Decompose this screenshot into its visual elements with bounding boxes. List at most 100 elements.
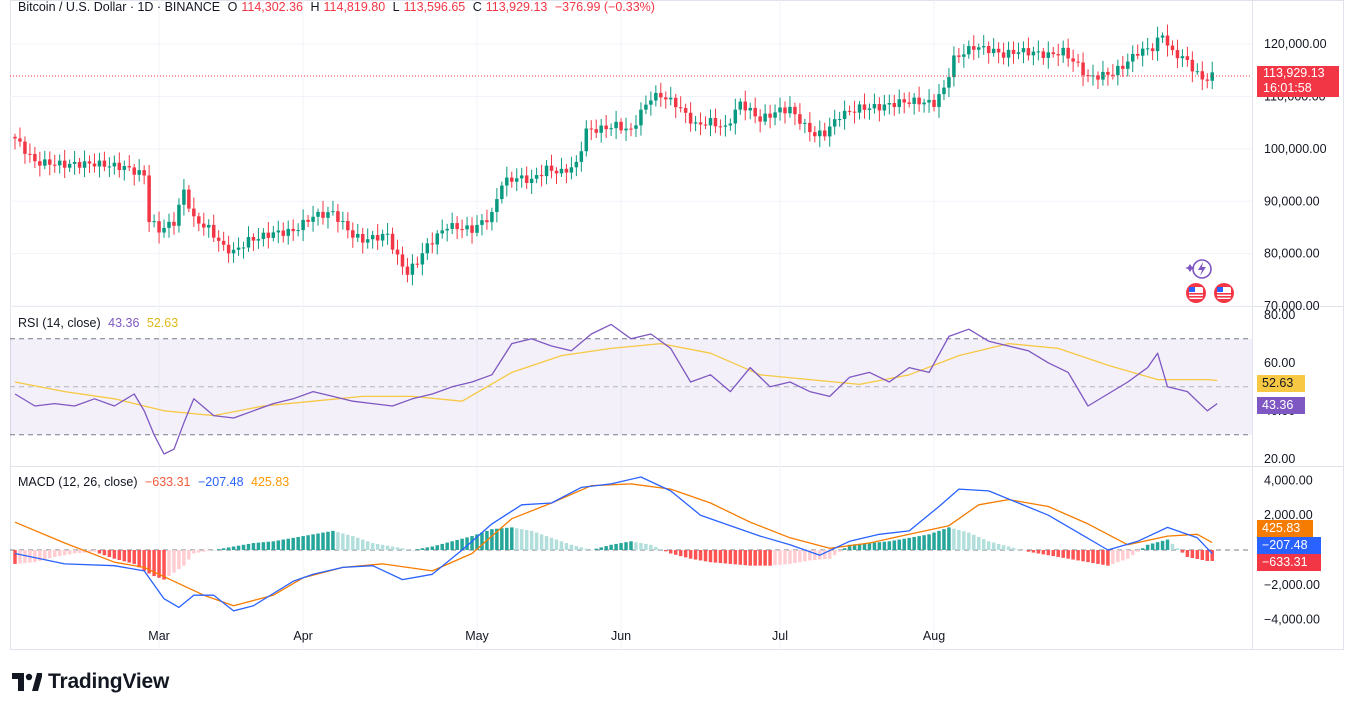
- macd-histogram-bar: [713, 550, 718, 563]
- candle-body: [172, 221, 176, 226]
- macd-histogram-bar: [1121, 550, 1125, 561]
- macd-histogram-bar: [683, 550, 688, 558]
- macd-histogram-bar: [341, 533, 345, 550]
- candle-body: [117, 162, 122, 171]
- macd-histogram-bar: [172, 550, 176, 573]
- macd-tick-label: −2,000.00: [1264, 578, 1320, 592]
- rsi-title[interactable]: RSI (14, close): [18, 316, 101, 330]
- macd-histogram-bar: [614, 543, 618, 550]
- macd-histogram-bar: [599, 547, 603, 550]
- macd-histogram-bar: [137, 550, 141, 568]
- candle-body: [251, 237, 256, 241]
- rsi-tick-label: 60.00: [1264, 356, 1295, 370]
- macd-histogram-bar: [688, 550, 693, 559]
- macd-histogram-bar: [788, 550, 792, 564]
- macd-histogram-bar: [326, 531, 330, 550]
- candle-body: [813, 132, 817, 137]
- candle-body: [1081, 62, 1085, 76]
- macd-histogram-bar: [187, 550, 191, 560]
- candle-body: [554, 170, 559, 174]
- macd-histogram-bar: [922, 535, 926, 550]
- candle-body: [599, 125, 603, 133]
- candle-body: [972, 46, 976, 50]
- macd-histogram-bar: [917, 536, 921, 550]
- candle-body: [897, 99, 902, 108]
- macd-histogram-bar: [698, 550, 703, 561]
- macd-histogram-bar: [952, 528, 956, 550]
- candle-body: [514, 178, 519, 182]
- macd-histogram-bar: [574, 546, 579, 550]
- candle-body: [867, 108, 872, 110]
- candle-body: [192, 208, 196, 217]
- macd-histogram-bar: [1180, 550, 1185, 553]
- macd-histogram-bar: [62, 550, 67, 556]
- macd-histogram-bar: [97, 550, 102, 554]
- macd-histogram-bar: [847, 544, 852, 550]
- macd-histogram-bar: [1116, 550, 1120, 563]
- macd-histogram-bar: [1195, 550, 1200, 559]
- macd-histogram-bar: [206, 550, 211, 551]
- candle-body: [132, 167, 136, 175]
- macd-histogram-bar: [1011, 547, 1016, 550]
- macd-title[interactable]: MACD (12, 26, close): [18, 475, 138, 489]
- bar-countdown: 16:01:58: [1263, 81, 1312, 95]
- candle-body: [922, 102, 926, 105]
- candle-body: [162, 227, 166, 233]
- price-tick-label: 80,000.00: [1264, 247, 1320, 261]
- macd-histogram-bar: [1190, 550, 1195, 558]
- candle-body: [500, 185, 504, 200]
- macd-histogram-bar: [370, 543, 375, 550]
- candle-body: [703, 124, 708, 126]
- candle-body: [862, 104, 867, 110]
- macd-histogram-bar: [1170, 543, 1175, 550]
- chart-canvas[interactable]: 120,000.00110,000.00100,000.0090,000.008…: [0, 0, 1354, 650]
- macd-histogram-bar: [405, 549, 410, 550]
- candle-body: [1026, 48, 1031, 56]
- candle-body: [937, 94, 941, 107]
- macd-histogram-bar: [286, 538, 290, 550]
- candle-body: [644, 104, 648, 110]
- macd-histogram-bar: [981, 539, 986, 550]
- main-legend: Bitcoin / U.S. Dollar · 1D · BINANCE O 11…: [18, 0, 659, 14]
- candle-body: [1096, 75, 1100, 80]
- chart-frame[interactable]: [10, 0, 1344, 650]
- candle-body: [455, 223, 459, 230]
- macd-histogram-bar: [827, 550, 832, 559]
- candle-body: [808, 122, 812, 133]
- candle-body: [693, 122, 698, 124]
- macd-histogram-bar: [604, 546, 608, 550]
- close-label: C: [472, 0, 482, 14]
- x-tick-label: May: [465, 629, 489, 643]
- macd-line-tag: −207.48: [1257, 537, 1321, 554]
- macd-histogram-bar: [1046, 550, 1051, 556]
- macd-histogram-bar: [202, 550, 206, 552]
- candle-body: [967, 46, 971, 55]
- candle-body: [231, 249, 236, 254]
- candle-body: [102, 160, 107, 167]
- candle-body: [276, 230, 281, 233]
- macd-histogram-bar: [38, 550, 42, 561]
- last-price-tag: 113,929.13 16:01:58: [1257, 66, 1339, 97]
- candle-body: [981, 46, 986, 48]
- tradingview-logo[interactable]: TradingView: [12, 670, 169, 694]
- candle-body: [673, 97, 678, 108]
- macd-histogram-bar: [162, 550, 166, 580]
- candle-body: [584, 128, 589, 152]
- symbol-title[interactable]: Bitcoin / U.S. Dollar · 1D · BINANCE: [18, 0, 221, 14]
- macd-histogram-bar: [52, 550, 57, 557]
- macd-histogram-bar: [793, 550, 797, 564]
- candle-body: [758, 116, 762, 122]
- candle-body: [947, 77, 951, 88]
- candle-body: [216, 237, 221, 241]
- x-tick-label: Jul: [772, 629, 788, 643]
- candle-body: [827, 126, 832, 137]
- macd-histogram-bar: [430, 546, 435, 550]
- candle-body: [341, 220, 345, 222]
- candle-body: [395, 249, 400, 255]
- candle-body: [425, 243, 430, 254]
- macd-histogram-bar: [1056, 550, 1060, 557]
- event-icons[interactable]: [1180, 258, 1240, 304]
- macd-histogram-bar: [1111, 550, 1115, 564]
- candle-body: [221, 240, 226, 245]
- candle-body: [187, 189, 191, 209]
